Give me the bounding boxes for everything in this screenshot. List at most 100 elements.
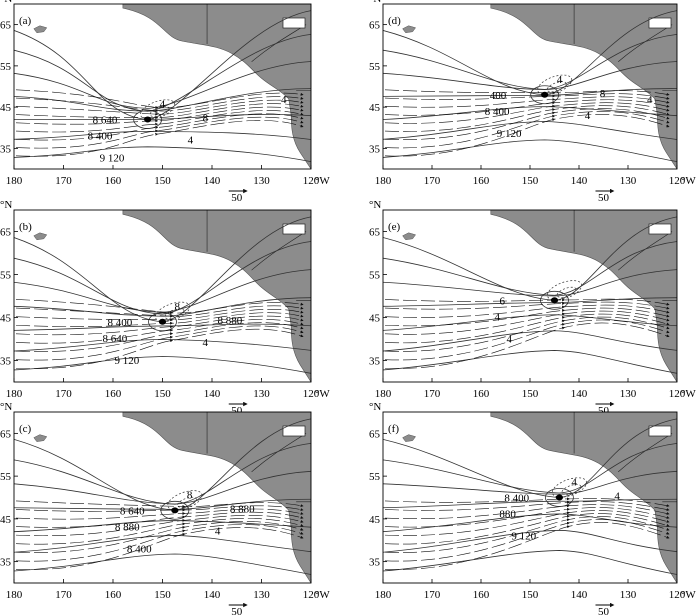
lon-tick-label: 170 xyxy=(424,388,441,400)
lon-tick-label: 160 xyxy=(105,175,122,187)
reference-vector-label: 50 xyxy=(598,405,610,417)
inset-box xyxy=(282,17,306,29)
lon-unit-label: °W xyxy=(681,589,696,601)
contour-label: 4 xyxy=(188,135,194,147)
wind-vector xyxy=(15,500,304,508)
wind-vector xyxy=(384,96,670,108)
panel-f: 8 400 880 9 120 4 4 (f) 65 55 45 35 °N 180 170 160 150… xyxy=(369,401,700,616)
panel-label: (f) xyxy=(388,423,399,435)
lat-tick-label: 55 xyxy=(0,61,12,73)
wind-vector xyxy=(384,513,670,545)
panel-label: (e) xyxy=(388,221,401,233)
lon-tick-label: 180 xyxy=(375,388,392,400)
wind-vector xyxy=(15,116,304,149)
height-contour xyxy=(14,498,311,510)
height-contour xyxy=(14,338,311,352)
lon-tick-label: 170 xyxy=(424,175,441,187)
wind-vector xyxy=(15,120,304,157)
height-contour xyxy=(383,529,677,553)
lat-unit-label: °N xyxy=(369,199,381,211)
panel-f-map: 8 400 880 9 120 4 4 (f) 65 55 45 35 °N 180 170 160 150… xyxy=(369,401,696,616)
lon-tick-label: 140 xyxy=(204,388,221,400)
contour-label: 8 400 xyxy=(504,493,529,505)
lon-tick-label: 180 xyxy=(375,589,392,601)
reference-vector-label: 50 xyxy=(231,606,243,616)
height-contour xyxy=(14,130,311,140)
wind-vector xyxy=(15,110,304,133)
lon-tick-label: 180 xyxy=(6,388,23,400)
height-contour xyxy=(14,146,311,163)
lon-tick-label: 130 xyxy=(620,589,637,601)
lon-tick-label: 140 xyxy=(571,589,588,601)
lon-unit-label: °W xyxy=(315,175,330,187)
wind-vector xyxy=(384,301,670,310)
lon-tick-label: 160 xyxy=(473,388,490,400)
contour-label: 880 xyxy=(499,509,516,521)
inset-box xyxy=(648,223,672,235)
lat-tick-label: 65 xyxy=(369,20,381,32)
height-contour xyxy=(383,241,677,296)
lon-tick-label: 120 xyxy=(669,175,686,187)
land-mass xyxy=(490,210,677,382)
anomaly-contour xyxy=(547,280,582,301)
lon-tick-label: 130 xyxy=(620,175,637,187)
cyclone-center xyxy=(144,116,152,123)
island xyxy=(402,25,417,34)
panel-e: 6 4 4 (e) 65 55 45 35 °N 180 170 160 150 140 130 120 °W 5… xyxy=(369,199,700,417)
contour-label: 4 xyxy=(160,99,166,111)
wind-vector xyxy=(15,518,304,545)
wind-vector xyxy=(384,319,670,361)
wind-vector xyxy=(15,515,304,536)
wind-vector xyxy=(384,111,670,149)
lon-tick-label: 120 xyxy=(303,589,320,601)
height-contour xyxy=(383,139,677,163)
panel-label: (a) xyxy=(19,15,32,27)
lat-tick-label: 45 xyxy=(369,313,381,325)
cyclone-center xyxy=(158,318,167,325)
wind-vector xyxy=(384,322,670,369)
lat-tick-label: 55 xyxy=(0,270,12,282)
panel-c-map: 8 640 8 880 8 400 8 880 8 4 (c) 65 55 45 35 °N 180 17… xyxy=(0,401,330,616)
lon-tick-label: 170 xyxy=(55,175,72,187)
lon-tick-label: 170 xyxy=(55,589,72,601)
lat-tick-label: 55 xyxy=(369,270,381,282)
anomaly-contour xyxy=(561,484,582,495)
height-contour xyxy=(383,513,677,533)
land-mass xyxy=(490,4,677,169)
anomaly-contour xyxy=(556,286,577,298)
height-contour xyxy=(14,535,311,553)
border-line xyxy=(206,210,311,301)
wind-vector xyxy=(15,113,304,141)
contour-label: 8 xyxy=(175,301,181,313)
lon-tick-label: 170 xyxy=(424,589,441,601)
cyclone-center xyxy=(171,507,179,514)
contour-label: 6 xyxy=(500,295,506,307)
contour-label: 8 400 xyxy=(88,131,113,143)
contour-label: 400 xyxy=(490,90,507,102)
lat-tick-label: 65 xyxy=(0,428,12,440)
contour-label: 4 xyxy=(281,94,287,106)
lat-tick-label: 65 xyxy=(369,428,381,440)
wind-vector xyxy=(384,507,670,528)
wind-vector xyxy=(384,114,670,157)
lon-tick-label: 160 xyxy=(105,388,122,400)
wind-vector xyxy=(384,99,670,116)
island xyxy=(33,232,48,241)
contour-label: 8 880 xyxy=(230,503,255,515)
contour-label: 8 640 xyxy=(103,333,128,345)
height-contour xyxy=(383,350,677,374)
inset-box xyxy=(282,223,306,235)
contour-label: 9 120 xyxy=(497,128,522,140)
inset-box xyxy=(648,425,672,437)
height-contour xyxy=(383,106,677,120)
lon-tick-label: 150 xyxy=(522,175,539,187)
height-contour xyxy=(383,121,677,140)
wind-vector xyxy=(384,304,670,318)
panel-b: 8 400 8 640 9 120 8 880 8 4 (b) 65 55 45 35 °N 180 17… xyxy=(0,199,337,417)
wind-vector xyxy=(15,511,304,528)
inset-box xyxy=(282,425,306,437)
contour-label: 8 xyxy=(600,88,606,100)
lat-tick-label: 45 xyxy=(0,102,12,114)
